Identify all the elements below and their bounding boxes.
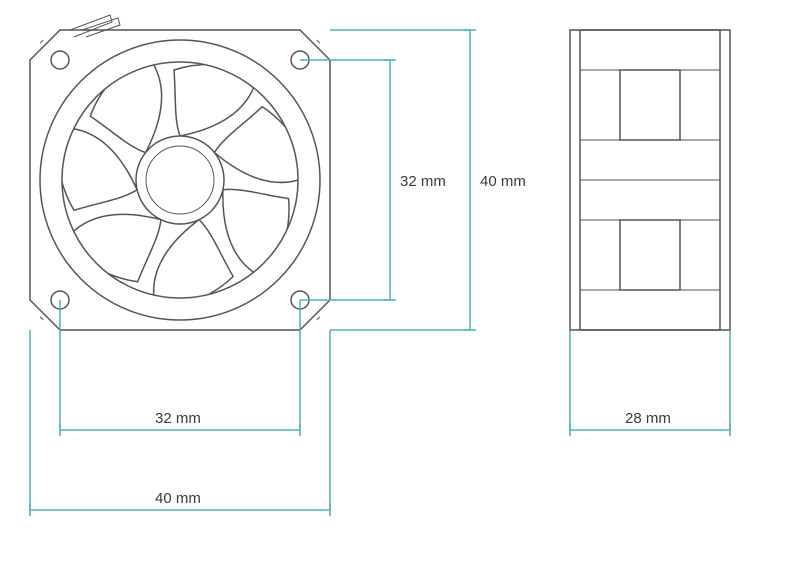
hub-inner-circle (146, 146, 214, 214)
svg-text:40 mm: 40 mm (480, 173, 526, 190)
screw-hole (51, 51, 69, 69)
shroud-outer-circle (40, 40, 320, 320)
frame-fillet (40, 317, 43, 320)
dim-value: 32 (400, 173, 417, 190)
front-view (30, 15, 330, 330)
frame-fillet (317, 40, 320, 43)
dim-side-depth: 28 mm (570, 330, 730, 436)
dim-unit: mm (421, 173, 446, 190)
dim-unit: mm (176, 490, 201, 507)
svg-text:32 mm: 32 mm (155, 410, 201, 427)
dim-unit: mm (501, 173, 526, 190)
dim-value: 32 (155, 410, 172, 427)
svg-text:32 mm: 32 mm (400, 173, 446, 190)
hub-circle (136, 136, 224, 224)
svg-text:40 mm: 40 mm (155, 490, 201, 507)
side-notch-bottom (620, 220, 680, 290)
dim-value: 40 (155, 490, 172, 507)
svg-text:28 mm: 28 mm (625, 410, 671, 427)
dim-unit: mm (176, 410, 201, 427)
frame-fillet (317, 317, 320, 320)
fan-frame-outline (30, 30, 330, 330)
dim-front-height-inner: 32 mm (300, 60, 446, 300)
side-view (570, 30, 730, 330)
dim-unit: mm (646, 410, 671, 427)
fan-dimension-diagram: 32 mm 40 mm 32 mm 40 mm (0, 0, 800, 573)
fan-blades (50, 47, 319, 318)
frame-fillet (40, 40, 43, 43)
dim-value: 28 (625, 410, 642, 427)
fan-wire (70, 15, 120, 37)
side-notch-top (620, 70, 680, 140)
dim-value: 40 (480, 173, 497, 190)
